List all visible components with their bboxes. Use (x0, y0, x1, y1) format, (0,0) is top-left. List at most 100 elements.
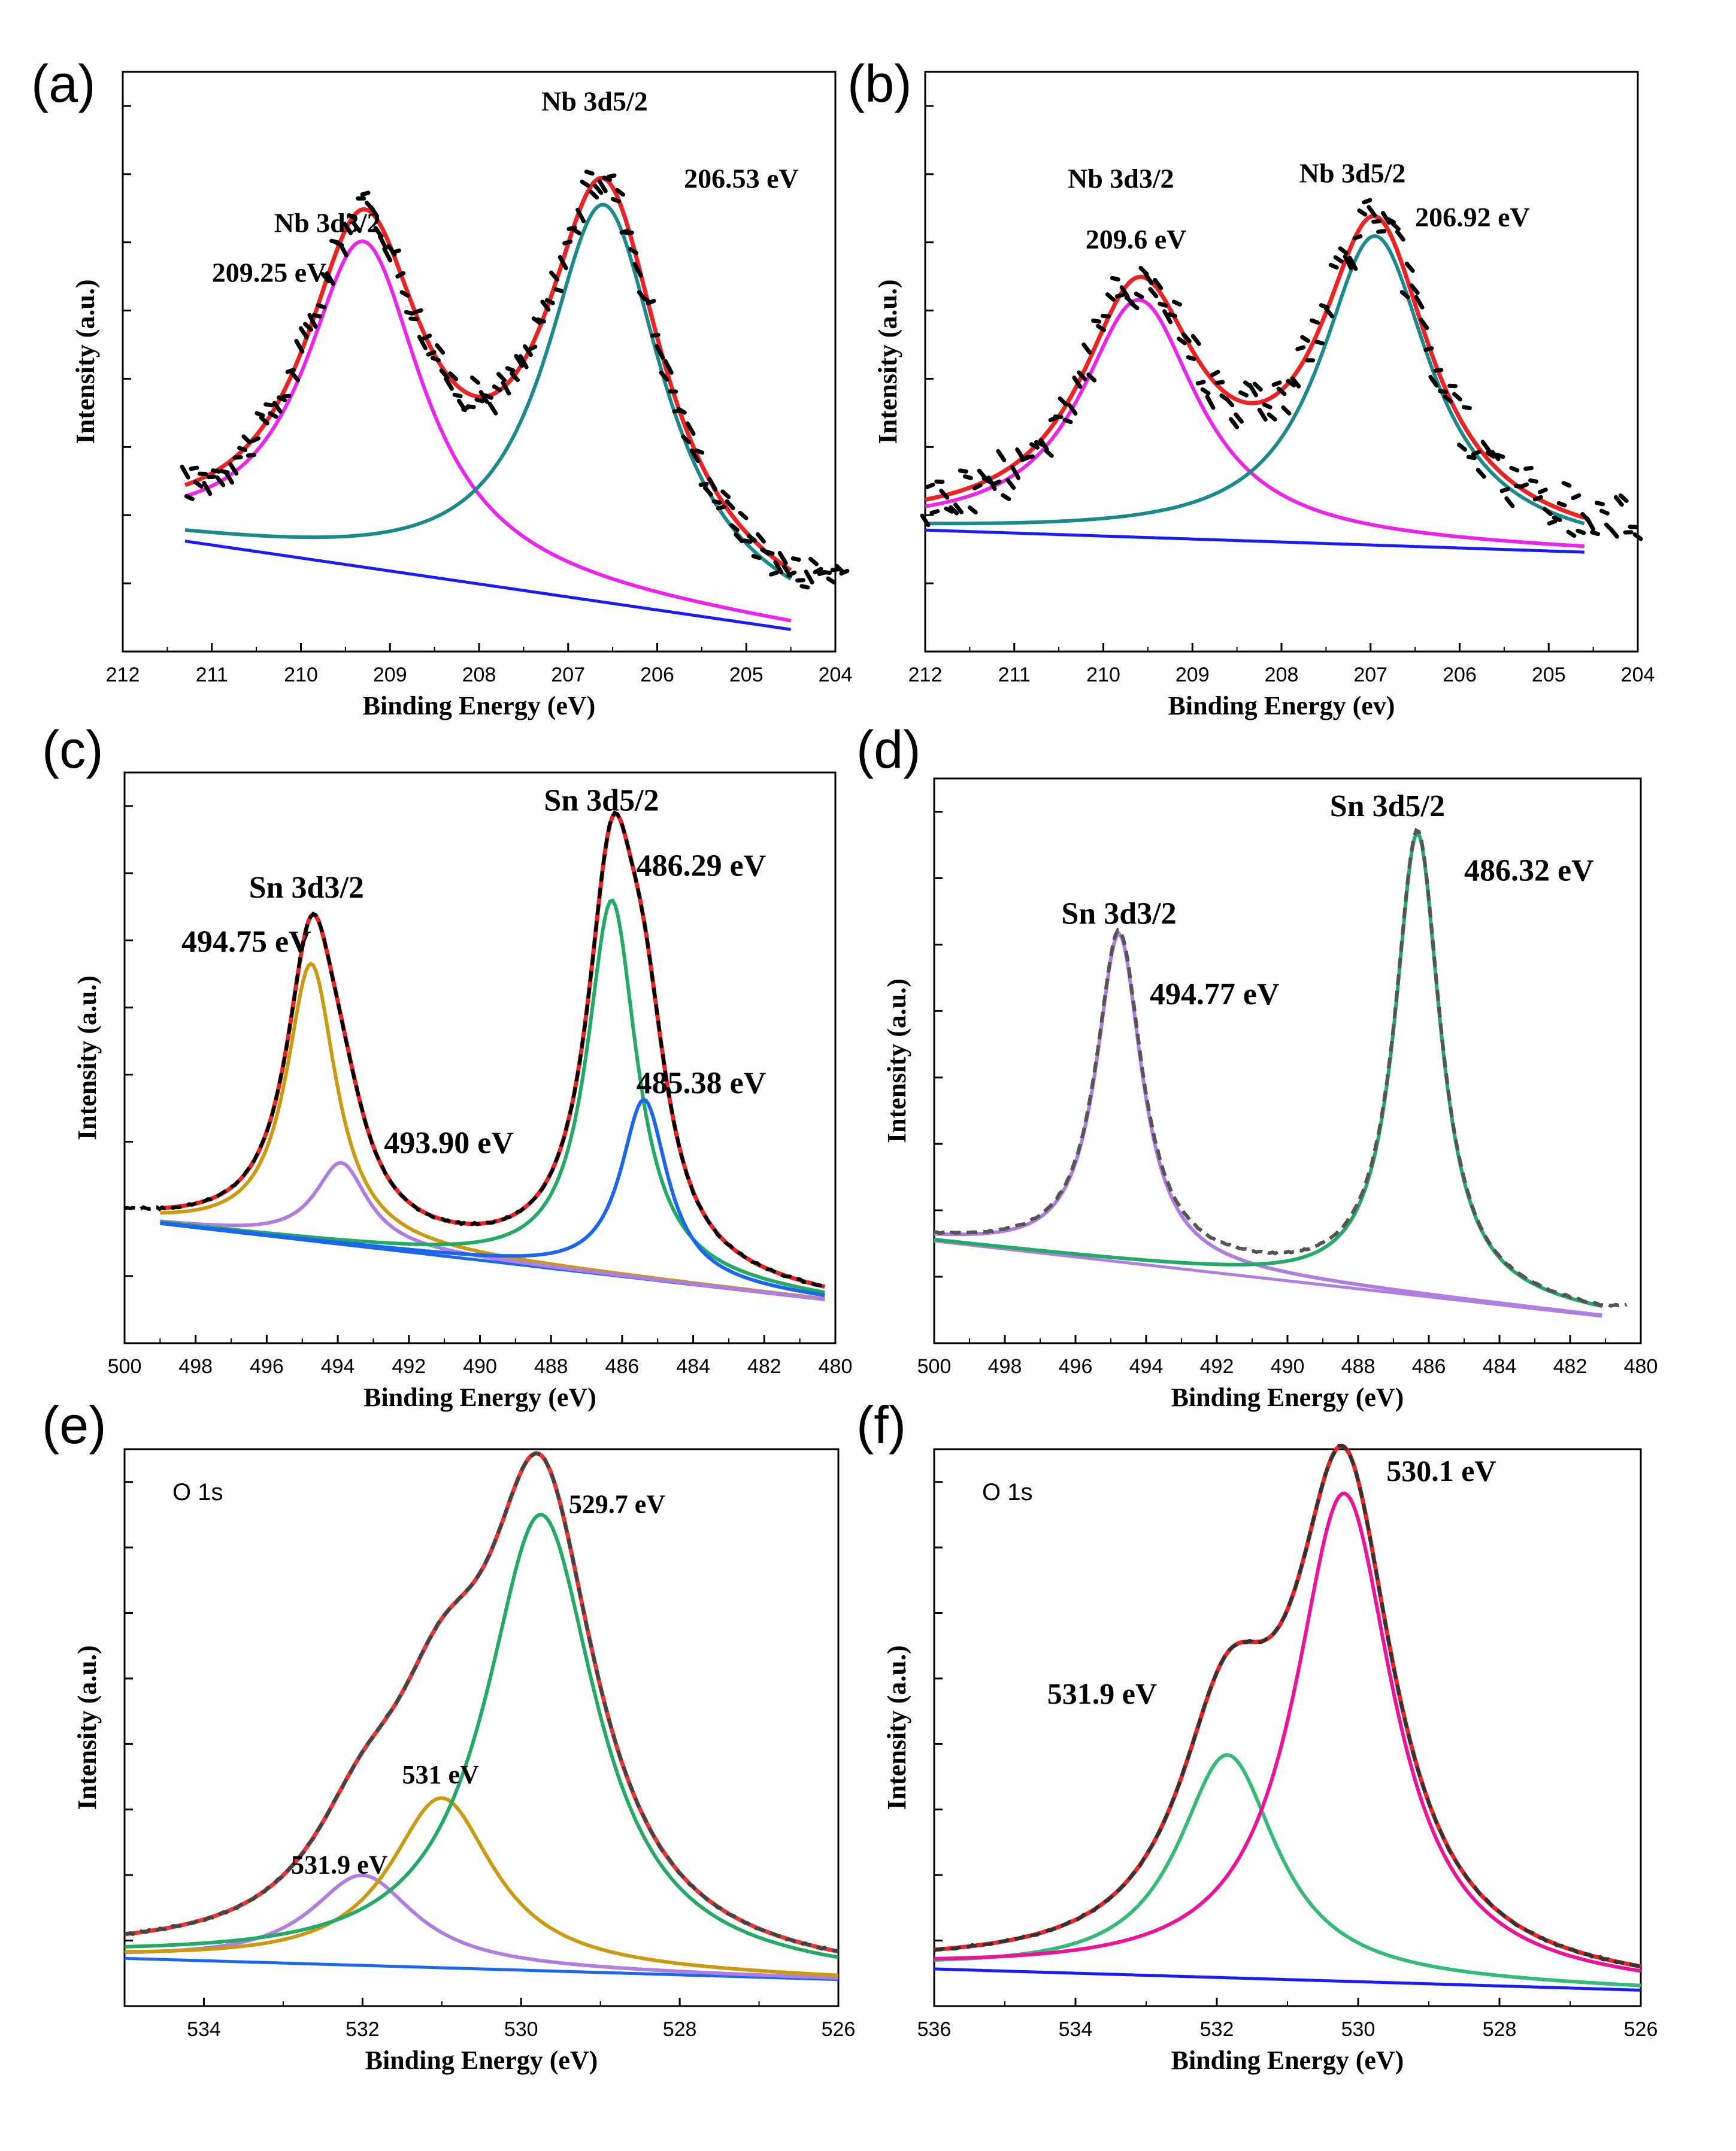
raw-data-point (953, 502, 964, 514)
raw-data-point (540, 299, 551, 312)
raw-data-point (1300, 335, 1311, 343)
panel-c: (c) 500 498 496 494 492 490 488 486 484 482 480 Bind… (42, 720, 852, 1412)
x-axis-label: Binding Energy (eV) (365, 2046, 598, 2075)
raw-data-point (487, 401, 498, 416)
panel-a: (a) 212 211 210 209 208 207 206 205 204 Binding En… (31, 54, 852, 720)
raw-data-point (215, 475, 226, 487)
raw-data-point (751, 554, 762, 561)
raw-data-point (360, 190, 371, 197)
raw-data-point (655, 344, 665, 360)
raw-data-point (1276, 386, 1287, 396)
raw-data-point (514, 353, 525, 368)
raw-data-point (799, 584, 810, 590)
raw-data-point (738, 510, 749, 520)
raw-data-point (553, 287, 564, 293)
x-axis-label: Binding Energy (ev) (1168, 691, 1395, 720)
raw-data-point (1025, 454, 1035, 460)
x-tick-label: 210 (284, 664, 318, 686)
x-axis-label: Binding Energy (eV) (1171, 2046, 1404, 2075)
raw-data-point (1186, 355, 1196, 361)
raw-data-point (492, 384, 502, 392)
raw-data-point (1062, 417, 1073, 425)
raw-data-point (435, 343, 446, 355)
raw-data-point (510, 371, 520, 383)
raw-data-point (483, 393, 493, 400)
raw-data-point (939, 488, 950, 500)
peak-annotation: 486.29 eV (637, 849, 766, 883)
raw-data-point (972, 483, 983, 490)
x-tick-label: 488 (1341, 1355, 1376, 1378)
raw-data-point (1252, 381, 1263, 392)
peak-annotation: Nb 3d5/2 (541, 86, 648, 117)
panel-e: (e) 534 532 530 528 526 Binding Energy (eV) Int… (42, 1395, 855, 2075)
raw-data-point (180, 464, 190, 480)
raw-data-point (1134, 292, 1144, 299)
raw-data-point (711, 499, 722, 505)
raw-data-point (1537, 487, 1548, 495)
raw-data-point (1395, 229, 1405, 242)
raw-data-point (795, 578, 805, 583)
raw-data-point (1362, 198, 1373, 205)
raw-data-point (1143, 271, 1154, 286)
raw-data-point (1234, 412, 1244, 424)
x-axis-label: Binding Energy (eV) (1171, 1383, 1404, 1412)
raw-data (124, 1451, 839, 1953)
raw-data-point (1267, 412, 1277, 422)
x-tick-label: 490 (1271, 1355, 1305, 1378)
raw-data-point (790, 556, 801, 562)
x-tick-label: 212 (106, 664, 140, 686)
panel-label: (d) (856, 720, 921, 779)
raw-data-point (1608, 527, 1619, 539)
x-tick-label: 206 (640, 664, 674, 686)
peak-annotation: 206.92 eV (1415, 202, 1530, 232)
raw-data-point (958, 468, 968, 474)
raw-data-point (1613, 495, 1624, 507)
x-tick-label: 492 (392, 1355, 426, 1378)
x-tick-label: 490 (463, 1355, 497, 1378)
plot-frame (123, 1448, 840, 2007)
x-tick-label: 480 (1624, 1355, 1658, 1378)
background-line (934, 1967, 1641, 1992)
peak-annotation: 209.6 eV (1086, 224, 1187, 255)
x-tick-label: 211 (196, 664, 228, 686)
raw-data-point (1618, 493, 1629, 503)
raw-data-point (1338, 246, 1349, 255)
raw-data-point (404, 310, 414, 316)
raw-data-point (351, 220, 362, 234)
component-peak (934, 1491, 1641, 1973)
raw-data-point (307, 313, 318, 329)
raw-data-point (991, 479, 1002, 486)
raw-data-point (246, 453, 256, 458)
x-tick-label: 532 (1200, 2018, 1234, 2041)
raw-data-point (1295, 345, 1306, 352)
raw-data-point (1229, 417, 1240, 429)
raw-data-point (1532, 495, 1543, 502)
raw-data-point (663, 359, 674, 375)
raw-data-point (777, 550, 788, 565)
raw-data-point (920, 513, 931, 528)
raw-data-point (1428, 374, 1439, 388)
raw-data-point (575, 207, 586, 223)
raw-data-point (1153, 277, 1164, 290)
envelope-fit (934, 1443, 1641, 1969)
raw-data-point (1043, 448, 1054, 458)
raw-data-point (1390, 221, 1401, 232)
peak-annotation: 531.9 eV (1047, 1677, 1157, 1710)
raw-data-point (1352, 234, 1363, 241)
x-tick-label: 206 (1443, 664, 1477, 686)
raw-data-point (426, 350, 437, 357)
x-tick-label: 534 (1059, 2018, 1093, 2041)
raw-data-point (1499, 487, 1510, 493)
raw-data-point (241, 434, 252, 445)
raw-data-point (1347, 255, 1358, 271)
raw-data-point (338, 242, 349, 257)
plot-frame (924, 71, 1639, 653)
raw-data-point (290, 370, 301, 383)
raw-data-point (1091, 318, 1102, 324)
raw-data-point (584, 169, 595, 176)
raw-data-point (839, 568, 850, 576)
raw-data-point (417, 335, 428, 350)
raw-data-point (1214, 380, 1225, 385)
legend-label: O 1s (172, 1479, 223, 1505)
background-line (184, 540, 791, 631)
